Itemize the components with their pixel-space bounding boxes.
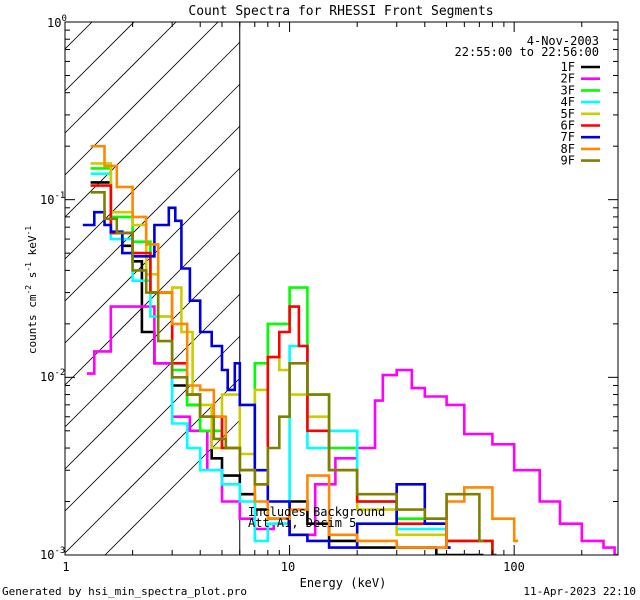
legend-label-5f: 5F bbox=[561, 107, 575, 121]
legend-label-7f: 7F bbox=[561, 130, 575, 144]
plot-frame bbox=[64, 21, 619, 556]
hatch-line bbox=[65, 41, 241, 218]
y-axis-label: counts cm-2 s-1 keV-1 bbox=[24, 226, 39, 354]
y-tick-label-3: 100 bbox=[47, 14, 67, 30]
axis-ticks bbox=[64, 21, 618, 556]
legend-date: 4-Nov-2003 bbox=[527, 34, 599, 48]
x-tick-labels: 1 10 100 bbox=[62, 560, 524, 574]
legend-label-1f: 1F bbox=[561, 60, 575, 74]
footer-generated-by: Generated by hsi_min_spectra_plot.pro bbox=[2, 585, 247, 598]
series-line-9f bbox=[90, 191, 484, 543]
hatch-line bbox=[65, 22, 135, 92]
hatch-line bbox=[65, 22, 219, 176]
hatch-line bbox=[104, 419, 241, 555]
annotation-background: Includes Background bbox=[248, 505, 385, 519]
hatch-line bbox=[65, 251, 241, 428]
series-line-7f bbox=[82, 206, 451, 549]
x-tick-label-1: 1 bbox=[62, 560, 69, 574]
y-tick-label-1: 10-2 bbox=[40, 368, 65, 384]
series-layer bbox=[82, 144, 618, 555]
hatched-region bbox=[65, 22, 241, 555]
hatch-line bbox=[65, 335, 241, 512]
x-tick-label-100: 100 bbox=[503, 560, 525, 574]
y-tick-label-2: 10-1 bbox=[40, 191, 65, 207]
hatch-line bbox=[65, 209, 241, 386]
legend-time-range: 22:55:00 to 22:56:00 bbox=[455, 45, 600, 59]
legend-label-4f: 4F bbox=[561, 95, 575, 109]
hatch-line bbox=[65, 83, 241, 260]
y-tick-labels: 10-3 10-2 10-1 100 bbox=[40, 14, 67, 562]
legend-label-2f: 2F bbox=[561, 72, 575, 86]
y-tick-label-0: 10-3 bbox=[40, 546, 65, 562]
hatch-line bbox=[65, 22, 177, 134]
hatch-line bbox=[65, 125, 241, 302]
series-line-1f bbox=[90, 181, 484, 555]
footer-timestamp: 11-Apr-2023 22:10 bbox=[523, 585, 636, 598]
hatch-line bbox=[65, 293, 241, 470]
legend-label-8f: 8F bbox=[561, 142, 575, 156]
legend-label-6f: 6F bbox=[561, 119, 575, 133]
chart-title: Count Spectra for RHESSI Front Segments bbox=[188, 4, 493, 19]
x-axis-label: Energy (keV) bbox=[300, 576, 387, 590]
legend-label-3f: 3F bbox=[561, 83, 575, 97]
series-line-4f bbox=[90, 172, 451, 549]
series-line-3f bbox=[90, 167, 497, 555]
legend-label-9f: 9F bbox=[561, 154, 575, 168]
annotation-attenuator: Att A1, Decim 5 bbox=[248, 516, 356, 530]
x-tick-label-10: 10 bbox=[281, 560, 295, 574]
